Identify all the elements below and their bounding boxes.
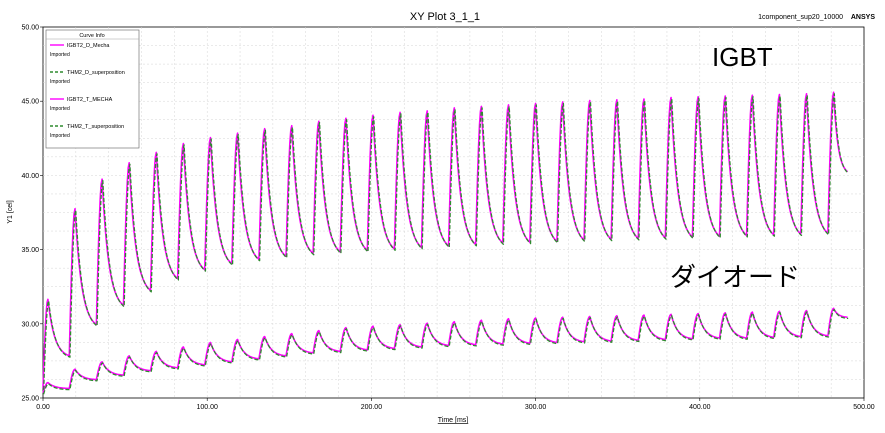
series-igbt2-d-mecha — [42, 307, 848, 394]
y-tick-label: 50.00 — [21, 25, 39, 32]
legend-entry-sub: Imported — [50, 106, 70, 112]
x-tick-label: 0.00 — [36, 404, 50, 411]
y-tick-label: 25.00 — [21, 396, 39, 403]
legend-entry-sub: Imported — [50, 52, 70, 58]
legend-box[interactable]: Curve Info IGBT2_D_Mecha Imported THM2_D_s… — [45, 29, 140, 149]
chart-title: XY Plot 3_1_1 — [410, 11, 480, 23]
legend-entry-sub: Imported — [50, 133, 70, 139]
series-layer — [42, 91, 849, 395]
x-tick-label: 100.00 — [196, 404, 218, 411]
y-tick-label: 40.00 — [21, 173, 39, 180]
legend-title: Curve Info — [79, 33, 104, 39]
grid-lines — [43, 27, 864, 398]
legend-entry-name: IGBT2_T_MECHA — [67, 97, 113, 103]
series-igbt2-t-mecha — [42, 91, 849, 389]
x-axis-label: Time [ms] — [438, 417, 469, 424]
legend-entry-sub: Imported — [50, 79, 70, 85]
axis-ticks: 0.00 100.00 200.00 300.00 400.00 500.00 25.00 3… — [21, 25, 874, 412]
legend-entry-name: THM2_T_superposition — [67, 124, 124, 130]
x-tick-label: 500.00 — [853, 404, 875, 411]
x-tick-label: 400.00 — [689, 404, 711, 411]
annotation-diode: ダイオード — [670, 262, 800, 292]
legend-entry-name: THM2_D_superposition — [67, 70, 125, 76]
legend-entry-name: IGBT2_D_Mecha — [67, 43, 110, 49]
ansys-logo: ANSYS — [851, 14, 875, 21]
legend-entries: IGBT2_D_Mecha Imported THM2_D_superpositio… — [50, 43, 125, 139]
y-tick-label: 45.00 — [21, 99, 39, 106]
chart-subtitle: 1component_sup20_10000 — [758, 14, 843, 21]
annotation-igbt: IGBT — [712, 42, 773, 72]
y-axis-label: Y1 [cel] — [7, 200, 14, 223]
y-tick-label: 35.00 — [21, 247, 39, 254]
series-thm2-t-superposition — [43, 93, 849, 390]
series-thm2-d-superposition — [42, 308, 849, 395]
x-tick-label: 300.00 — [525, 404, 547, 411]
x-tick-label: 200.00 — [361, 404, 383, 411]
y-tick-label: 30.00 — [21, 321, 39, 328]
